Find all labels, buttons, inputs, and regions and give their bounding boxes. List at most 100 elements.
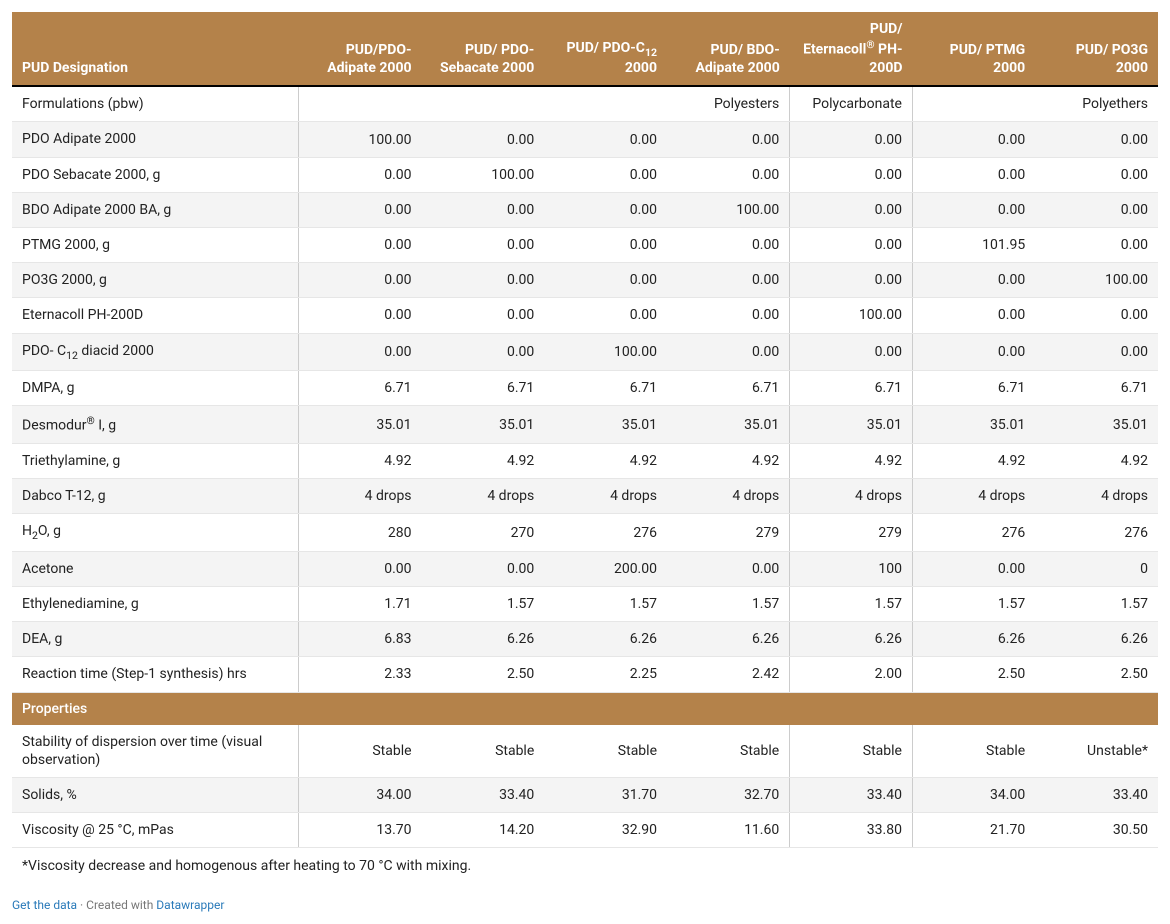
row-label: Formulations (pbw): [12, 86, 299, 122]
cell: 0.00: [544, 122, 667, 157]
cell: [544, 86, 667, 122]
cell: 0.00: [299, 227, 422, 262]
cell: 0.00: [667, 333, 790, 370]
table-row: Acetone0.000.00200.000.001000.000: [12, 551, 1158, 586]
cell: 35.01: [912, 406, 1035, 444]
cell: 35.01: [790, 406, 913, 444]
header-col: PUD/ Eternacoll® PH-200D: [790, 12, 913, 86]
cell: 2.25: [544, 657, 667, 692]
cell: 33.40: [790, 777, 913, 812]
row-label: PDO Sebacate 2000, g: [12, 157, 299, 192]
cell: 100.00: [1035, 263, 1158, 298]
cell: 4 drops: [422, 479, 545, 514]
footnote-text: *Viscosity decrease and homogenous after…: [12, 848, 1158, 885]
table-row: PO3G 2000, g0.000.000.000.000.000.00100.…: [12, 263, 1158, 298]
cell: 0.00: [422, 122, 545, 157]
cell: 33.40: [1035, 777, 1158, 812]
cell: 0.00: [422, 227, 545, 262]
cell: 2.42: [667, 657, 790, 692]
cell: 32.70: [667, 777, 790, 812]
cell: 0.00: [544, 157, 667, 192]
cell: 0.00: [544, 227, 667, 262]
cell: 0.00: [790, 227, 913, 262]
cell: 35.01: [422, 406, 545, 444]
header-label: PUD Designation: [12, 12, 299, 86]
table-row: Reaction time (Step-1 synthesis) hrs2.33…: [12, 657, 1158, 692]
attribution: Get the data · Created with Datawrapper: [12, 898, 1158, 912]
row-label: Triethylamine, g: [12, 444, 299, 479]
cell: 6.71: [790, 370, 913, 405]
table-row: Formulations (pbw)PolyestersPolycarbonat…: [12, 86, 1158, 122]
cell: 0.00: [1035, 298, 1158, 333]
cell: 2.33: [299, 657, 422, 692]
cell: 1.57: [790, 587, 913, 622]
cell: Polycarbonate: [790, 86, 913, 122]
cell: 100.00: [544, 333, 667, 370]
cell: 0.00: [299, 551, 422, 586]
section-label: Properties: [12, 692, 1158, 725]
pud-table: PUD DesignationPUD/PDO-Adipate 2000PUD/ …: [12, 12, 1158, 884]
row-label: DEA, g: [12, 622, 299, 657]
cell: 6.71: [912, 370, 1035, 405]
cell: 0.00: [422, 551, 545, 586]
table-row: PTMG 2000, g0.000.000.000.000.00101.950.…: [12, 227, 1158, 262]
cell: 276: [912, 514, 1035, 551]
table-row: DEA, g6.836.266.266.266.266.266.26: [12, 622, 1158, 657]
cell: Stable: [912, 725, 1035, 778]
table-row: PDO- C12 diacid 20000.000.00100.000.000.…: [12, 333, 1158, 370]
cell: Stable: [667, 725, 790, 778]
cell: 100.00: [790, 298, 913, 333]
header-col: PUD/ PDO-Sebacate 2000: [422, 12, 545, 86]
cell: 0.00: [912, 122, 1035, 157]
datawrapper-link[interactable]: Datawrapper: [156, 898, 224, 912]
row-label: Acetone: [12, 551, 299, 586]
row-label: H2O, g: [12, 514, 299, 551]
cell: 1.57: [1035, 587, 1158, 622]
cell: 0.00: [667, 227, 790, 262]
cell: 13.70: [299, 813, 422, 848]
row-label: Ethylenediamine, g: [12, 587, 299, 622]
cell: Polyethers: [1035, 86, 1158, 122]
cell: 0.00: [790, 157, 913, 192]
cell: 279: [790, 514, 913, 551]
cell: 200.00: [544, 551, 667, 586]
cell: 0.00: [422, 263, 545, 298]
created-with-text: Created with: [86, 898, 156, 912]
header-row: PUD DesignationPUD/PDO-Adipate 2000PUD/ …: [12, 12, 1158, 86]
cell: 6.26: [667, 622, 790, 657]
cell: 6.71: [299, 370, 422, 405]
row-label: Desmodur® I, g: [12, 406, 299, 444]
cell: 0.00: [790, 263, 913, 298]
cell: 0.00: [790, 192, 913, 227]
cell: 35.01: [667, 406, 790, 444]
cell: 100: [790, 551, 913, 586]
table-row: BDO Adipate 2000 BA, g0.000.000.00100.00…: [12, 192, 1158, 227]
cell: 0.00: [912, 551, 1035, 586]
cell: 0.00: [422, 333, 545, 370]
cell: [912, 86, 1035, 122]
row-label: PO3G 2000, g: [12, 263, 299, 298]
cell: Stable: [544, 725, 667, 778]
cell: 6.26: [1035, 622, 1158, 657]
table-row: Desmodur® I, g35.0135.0135.0135.0135.013…: [12, 406, 1158, 444]
row-label: Viscosity @ 25 °C, mPas: [12, 813, 299, 848]
cell: 0.00: [422, 298, 545, 333]
get-data-link[interactable]: Get the data: [12, 898, 77, 912]
cell: 30.50: [1035, 813, 1158, 848]
cell: 279: [667, 514, 790, 551]
cell: 0.00: [422, 192, 545, 227]
cell: 33.80: [790, 813, 913, 848]
table-row: H2O, g280270276279279276276: [12, 514, 1158, 551]
cell: 0.00: [544, 192, 667, 227]
cell: 0.00: [299, 263, 422, 298]
table-row: PDO Adipate 2000100.000.000.000.000.000.…: [12, 122, 1158, 157]
cell: 2.00: [790, 657, 913, 692]
cell: 4 drops: [790, 479, 913, 514]
table-row: Eternacoll PH-200D0.000.000.000.00100.00…: [12, 298, 1158, 333]
cell: 4.92: [667, 444, 790, 479]
cell: 4 drops: [544, 479, 667, 514]
cell: 0.00: [1035, 192, 1158, 227]
cell: 280: [299, 514, 422, 551]
row-label: Stability of dispersion over time (visua…: [12, 725, 299, 778]
cell: 0.00: [790, 122, 913, 157]
